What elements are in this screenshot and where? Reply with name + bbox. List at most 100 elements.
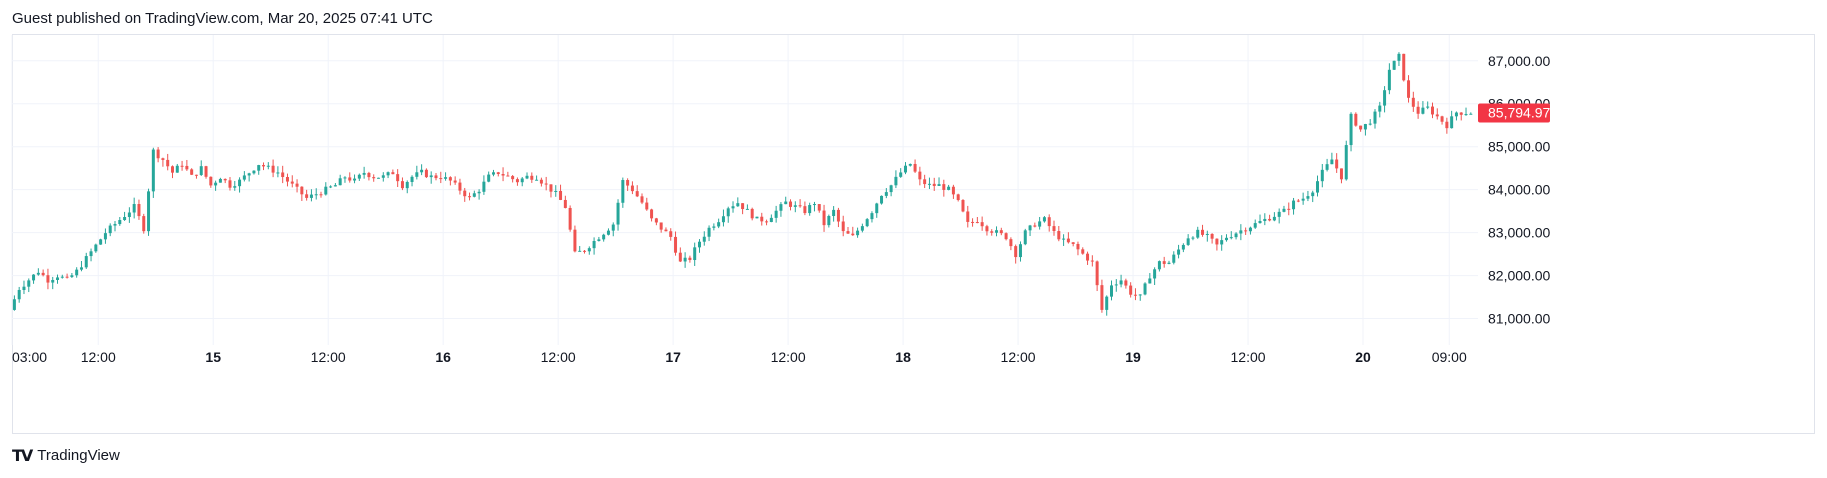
candle-body bbox=[1004, 233, 1008, 240]
candle-body bbox=[1426, 106, 1430, 108]
candle-body bbox=[769, 217, 773, 223]
candle-body bbox=[75, 269, 79, 276]
candle-body bbox=[113, 224, 117, 226]
candle-body bbox=[765, 221, 769, 223]
candle-body bbox=[1033, 225, 1037, 227]
candle-body bbox=[444, 177, 448, 179]
candle-body bbox=[420, 169, 424, 173]
candle-body bbox=[697, 241, 701, 248]
candle-body bbox=[650, 209, 654, 219]
candle-body bbox=[1263, 218, 1267, 222]
candle-body bbox=[707, 227, 711, 237]
candle-body bbox=[132, 204, 136, 213]
candle-body bbox=[1129, 285, 1133, 295]
candle-body bbox=[937, 184, 941, 186]
time-tick-label: 12:00 bbox=[1231, 349, 1266, 365]
candle-body bbox=[17, 289, 21, 300]
candle-body bbox=[1287, 208, 1291, 210]
candle-body bbox=[147, 191, 151, 232]
candle-body bbox=[1296, 200, 1300, 202]
tradingview-footer[interactable]: TV TradingView bbox=[12, 446, 120, 465]
candle-body bbox=[367, 172, 371, 178]
candle-body bbox=[1114, 284, 1118, 286]
candle-body bbox=[482, 181, 486, 192]
candle-body bbox=[391, 172, 395, 175]
candle-body bbox=[103, 233, 107, 240]
candle-body bbox=[592, 241, 596, 249]
candle-body bbox=[252, 170, 256, 174]
candle-body bbox=[903, 165, 907, 173]
candle-body bbox=[1383, 90, 1387, 106]
candle-body bbox=[94, 244, 98, 252]
price-tick-label: 87,000.00 bbox=[1488, 53, 1550, 69]
candle-body bbox=[741, 203, 745, 210]
candle-body bbox=[65, 276, 69, 278]
candle-body bbox=[166, 159, 170, 167]
candle-body bbox=[1205, 233, 1209, 235]
candle-body bbox=[309, 194, 313, 198]
candle-body bbox=[784, 201, 788, 205]
candle-body bbox=[257, 165, 261, 171]
candle-body bbox=[1076, 243, 1080, 250]
candle-body bbox=[1469, 113, 1473, 115]
candle-body bbox=[1062, 238, 1066, 240]
candle-body bbox=[151, 149, 155, 192]
price-axis: 81,000.00 82,000.00 83,000.00 84,000.00 85,0… bbox=[1488, 53, 1550, 327]
candle-body bbox=[899, 172, 903, 177]
last-price-label: 85,794.97 bbox=[1488, 105, 1550, 121]
candle-body bbox=[1253, 223, 1257, 228]
candle-body bbox=[1450, 116, 1454, 129]
candle-body bbox=[990, 231, 994, 233]
candle-body bbox=[832, 209, 836, 217]
candle-body bbox=[247, 173, 251, 176]
candle-body bbox=[817, 204, 821, 211]
candle-body bbox=[463, 190, 467, 197]
candle-body bbox=[731, 206, 735, 209]
candle-body bbox=[688, 257, 692, 261]
candle-body bbox=[578, 250, 582, 252]
candle-body bbox=[396, 174, 400, 182]
candle-body bbox=[726, 208, 730, 217]
candle-body bbox=[70, 275, 74, 277]
candle-body bbox=[1119, 280, 1123, 285]
candle-body bbox=[568, 207, 572, 230]
candle-body bbox=[381, 175, 385, 178]
candle-body bbox=[966, 211, 970, 222]
candle-body bbox=[1378, 105, 1382, 112]
candle-body bbox=[142, 216, 146, 232]
candle-body bbox=[1292, 200, 1296, 210]
candle-body bbox=[56, 277, 60, 280]
candle-body bbox=[1023, 230, 1027, 245]
candle-body bbox=[511, 176, 515, 180]
time-tick-label: 12:00 bbox=[81, 349, 116, 365]
candle-body bbox=[932, 183, 936, 186]
time-tick-label: 09:00 bbox=[1432, 349, 1467, 365]
candle-body bbox=[1349, 113, 1353, 146]
candle-body bbox=[846, 231, 850, 234]
candle-body bbox=[1421, 107, 1425, 114]
candle-body bbox=[266, 165, 270, 167]
time-axis: 03:00 12:00 15 12:00 16 12:00 17 12:00 18 12:00 19… bbox=[12, 349, 1467, 365]
candle-body bbox=[789, 201, 793, 207]
candle-body bbox=[760, 216, 764, 222]
candle-body bbox=[1320, 169, 1324, 182]
candle-body bbox=[415, 172, 419, 177]
candle-body bbox=[611, 224, 615, 231]
candle-body bbox=[1148, 278, 1152, 284]
candle-body bbox=[913, 163, 917, 172]
candle-body bbox=[745, 208, 749, 210]
candle-body bbox=[1143, 283, 1147, 295]
candle-body bbox=[1196, 229, 1200, 238]
chart-frame[interactable] bbox=[12, 34, 1815, 434]
candle-body bbox=[535, 179, 539, 181]
candle-body bbox=[860, 226, 864, 231]
candle-body bbox=[1359, 125, 1363, 130]
tradingview-logo-icon: TV bbox=[12, 446, 33, 465]
candle-body bbox=[985, 226, 989, 232]
candle-body bbox=[1133, 294, 1137, 296]
candle-body bbox=[1105, 296, 1109, 310]
candle-body bbox=[1445, 121, 1449, 129]
candle-body bbox=[218, 178, 222, 183]
candle-body bbox=[559, 190, 563, 200]
